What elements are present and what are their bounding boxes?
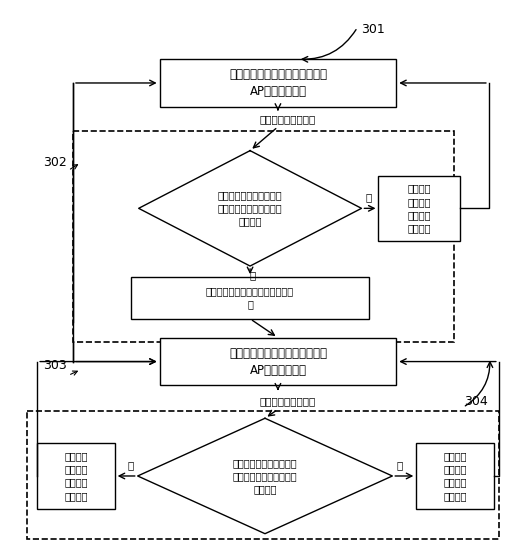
Text: 将下一个
预置时间
作为当前
预置时间: 将下一个 预置时间 作为当前 预置时间 xyxy=(443,451,467,501)
Text: 当前预置时间届满时: 当前预置时间届满时 xyxy=(260,114,316,124)
Text: 中继器以初始周期为同步周期与
AP进行时钟同步: 中继器以初始周期为同步周期与 AP进行时钟同步 xyxy=(229,68,327,98)
Text: 否: 否 xyxy=(127,460,134,470)
Text: 将下一个
预置时间
作为当前
预置时间: 将下一个 预置时间 作为当前 预置时间 xyxy=(64,451,88,501)
Bar xyxy=(160,338,396,386)
Bar xyxy=(160,59,396,107)
Polygon shape xyxy=(138,418,393,534)
Text: 304: 304 xyxy=(464,395,488,408)
Text: 否: 否 xyxy=(366,192,372,202)
Text: 当前预置时间内是否不存
在大于第一允许误差的时
钟偏移量: 当前预置时间内是否不存 在大于第一允许误差的时 钟偏移量 xyxy=(218,190,282,226)
Bar xyxy=(73,131,454,342)
Text: 当前预置时间内是否不存
在大于第一允许误差的时
钟偏移量: 当前预置时间内是否不存 在大于第一允许误差的时 钟偏移量 xyxy=(233,458,297,494)
Bar xyxy=(378,176,460,241)
Text: 302: 302 xyxy=(43,155,67,169)
Text: 301: 301 xyxy=(361,23,385,36)
Text: 中继器以第二周期为同步周期与
AP进行时钟同步: 中继器以第二周期为同步周期与 AP进行时钟同步 xyxy=(229,347,327,376)
Polygon shape xyxy=(139,150,361,266)
Text: 是: 是 xyxy=(250,270,256,280)
Bar xyxy=(131,277,369,319)
Text: 将下一个预置时间作为当前预置时
间: 将下一个预置时间作为当前预置时 间 xyxy=(206,287,294,310)
Bar xyxy=(416,443,494,509)
Text: 将下一个
预置时间
作为当前
预置时间: 将下一个 预置时间 作为当前 预置时间 xyxy=(407,183,431,233)
Bar xyxy=(37,443,115,509)
Text: 是: 是 xyxy=(396,460,403,470)
Text: 303: 303 xyxy=(43,359,67,372)
Text: 当前预置时间届满时: 当前预置时间届满时 xyxy=(260,396,316,406)
Bar xyxy=(28,411,499,539)
